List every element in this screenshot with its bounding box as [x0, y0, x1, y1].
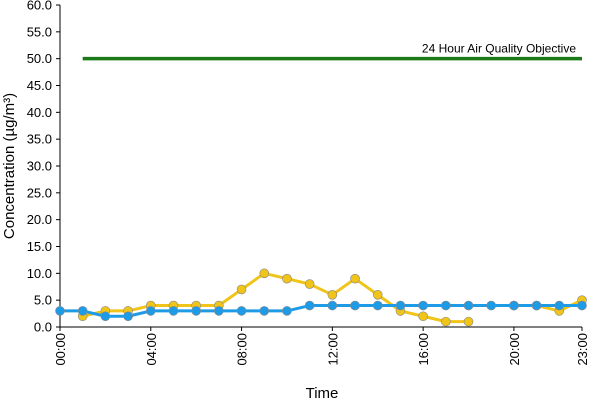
- data-point: [463, 300, 474, 311]
- y-tick-label: 40.0: [27, 105, 52, 120]
- data-point: [259, 306, 270, 316]
- y-tick-label: 45.0: [27, 78, 52, 93]
- objective-label: 24 Hour Air Quality Objective: [422, 42, 576, 56]
- y-tick-label: 5.0: [34, 293, 52, 308]
- x-axis-title: Time: [306, 385, 339, 400]
- series-2: [55, 300, 587, 322]
- x-tick-label: 16:00: [416, 333, 431, 366]
- data-point: [55, 306, 65, 316]
- y-tick-label: 35.0: [27, 132, 52, 147]
- data-point: [486, 300, 497, 311]
- y-axis-title: Concentration (µg/m³): [1, 93, 18, 239]
- y-tick-label: 55.0: [27, 24, 52, 39]
- data-point: [282, 306, 292, 316]
- data-point: [554, 300, 565, 311]
- data-point: [327, 289, 338, 300]
- data-point: [531, 300, 542, 311]
- y-tick-label: 25.0: [27, 185, 52, 200]
- x-tick-label: 20:00: [507, 333, 522, 366]
- y-tick-label: 30.0: [27, 159, 52, 174]
- data-point: [441, 300, 451, 311]
- y-tick-label: 10.0: [27, 266, 52, 281]
- y-tick-label: 0.0: [34, 320, 52, 335]
- x-tick-label: 08:00: [235, 333, 250, 366]
- data-point: [577, 300, 587, 311]
- data-point: [282, 273, 292, 284]
- data-point: [236, 306, 247, 316]
- data-point: [509, 300, 519, 311]
- x-tick-label: 12:00: [325, 333, 340, 366]
- x-tick-label: 23:00: [575, 333, 590, 366]
- y-tick-labels: 0.0 5.0 10.0 15.0 20.0 25.0 30.0 35.0 40.0 45.0 50…: [27, 0, 60, 335]
- series-1: [77, 268, 587, 327]
- y-tick-label: 60.0: [27, 0, 52, 13]
- data-point: [123, 311, 133, 322]
- data-point: [418, 311, 428, 322]
- data-point: [168, 306, 179, 316]
- data-point: [372, 289, 383, 300]
- y-tick-label: 15.0: [27, 239, 52, 254]
- data-point: [350, 300, 360, 311]
- x-tick-label: 00:00: [53, 333, 68, 366]
- data-point: [100, 311, 111, 322]
- data-point: [327, 300, 338, 311]
- x-tick-label: 04:00: [144, 333, 159, 366]
- data-point: [441, 316, 451, 327]
- data-point: [145, 306, 156, 316]
- data-point: [395, 300, 406, 311]
- x-tick-labels: 00:00 04:00 08:00 12:00 16:00 20:00 23:00: [53, 327, 590, 366]
- data-point: [372, 300, 383, 311]
- data-point: [77, 306, 88, 316]
- y-tick-label: 20.0: [27, 212, 52, 227]
- data-point: [191, 306, 201, 316]
- data-point: [304, 279, 315, 289]
- data-point: [259, 268, 270, 279]
- data-point: [236, 284, 247, 295]
- reference-lines: 24 Hour Air Quality Objective: [82, 42, 582, 61]
- series-layer: [55, 268, 587, 327]
- data-point: [350, 273, 360, 284]
- data-point: [214, 306, 224, 316]
- y-tick-label: 50.0: [27, 51, 52, 66]
- data-point: [463, 316, 474, 327]
- data-point: [418, 300, 428, 311]
- data-point: [304, 300, 315, 311]
